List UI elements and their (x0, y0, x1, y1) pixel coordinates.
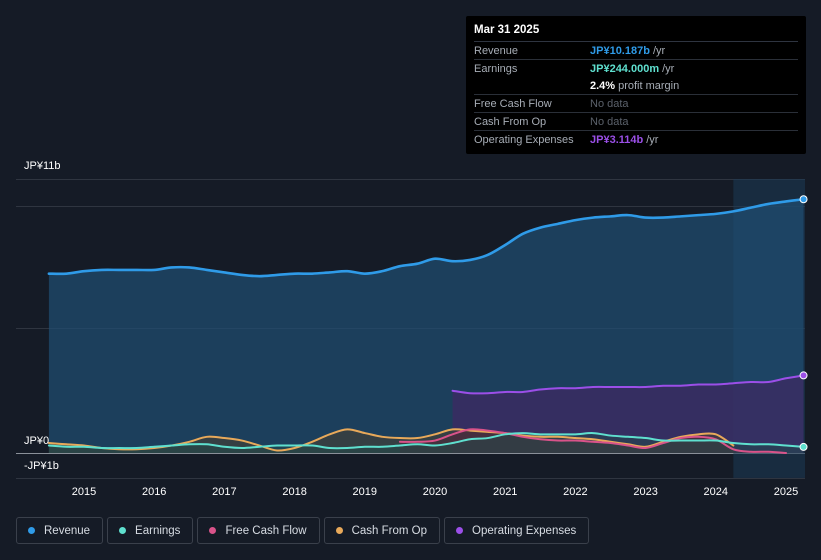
x-tick-label-2016: 2016 (142, 486, 166, 498)
tooltip-earnings-label: Earnings (474, 62, 518, 75)
legend-item-cash-from-op[interactable]: Cash From Op (323, 517, 441, 544)
tooltip-row-earnings: Earnings JP¥244.000m /yr (474, 60, 798, 77)
legend-dot-revenue (28, 527, 35, 534)
tooltip-row-opex: Operating Expenses JP¥3.114b /yr (474, 131, 798, 148)
end-marker-earnings (799, 442, 808, 451)
legend-label-cash-from-op: Cash From Op (351, 524, 428, 537)
legend-label-operating-expenses: Operating Expenses (472, 524, 577, 537)
legend-label-earnings: Earnings (135, 524, 181, 537)
x-tick-label-2019: 2019 (353, 486, 377, 498)
line-earnings (47, 432, 805, 450)
legend-dot-free-cash-flow (209, 527, 217, 534)
tooltip-earnings-value: JP¥244.000m (590, 62, 660, 75)
tooltip-margin-value: 2.4% (590, 79, 616, 92)
x-tick-label-2023: 2023 (633, 486, 657, 498)
x-tick-label-2015: 2015 (72, 486, 96, 498)
tooltip-revenue-value: JP¥10.187b (590, 44, 650, 57)
legend-item-earnings[interactable]: Earnings (107, 517, 194, 544)
end-marker-revenue (799, 195, 808, 204)
legend-label-free-cash-flow: Free Cash Flow (225, 524, 307, 537)
tooltip-revenue-unit: /yr (652, 44, 666, 57)
tooltip-fcf-label: Free Cash Flow (474, 97, 552, 110)
legend-dot-operating-expenses (456, 527, 464, 534)
legend-label-revenue: Revenue (44, 524, 91, 537)
tooltip-date: Mar 31 2025 (474, 16, 798, 42)
series-end-markers (799, 195, 808, 451)
tooltip-row-cfo: Cash From Op No data (474, 113, 798, 131)
x-tick-label-2022: 2022 (563, 486, 587, 498)
tooltip-cfo-label: Cash From Op (474, 115, 547, 128)
legend-item-revenue[interactable]: Revenue (16, 517, 104, 544)
y-tick-label-negative: -JP¥1b (24, 460, 59, 472)
x-tick-label-2025: 2025 (774, 486, 798, 498)
tooltip-row-fcf: Free Cash Flow No data (474, 95, 798, 113)
legend-dot-cash-from-op (335, 527, 343, 534)
tooltip-opex-unit: /yr (646, 133, 659, 146)
x-tick-label-2018: 2018 (282, 486, 306, 498)
tooltip-revenue-label: Revenue (474, 44, 519, 57)
tooltip: Mar 31 2025 Revenue JP¥10.187b /yr Earni… (466, 16, 806, 154)
x-tick-label-2021: 2021 (493, 486, 517, 498)
end-marker-operating-expenses (799, 371, 808, 380)
tooltip-margin-text: profit margin (618, 79, 680, 92)
tooltip-row-revenue: Revenue JP¥10.187b /yr (474, 42, 798, 60)
series-lines (47, 197, 805, 454)
legend-item-operating-expenses[interactable]: Operating Expenses (444, 517, 590, 544)
tooltip-opex-label: Operating Expenses (474, 133, 574, 146)
legend: Revenue Earnings Free Cash Flow Cash Fro… (16, 517, 590, 544)
x-tick-label-2024: 2024 (704, 486, 728, 498)
tooltip-row-margin: 2.4% profit margin (474, 77, 798, 95)
x-axis-ticks: 2015 2016 2017 2018 2019 2020 2021 2022 2023 2024… (72, 486, 798, 498)
tooltip-fcf-value: No data (590, 97, 629, 110)
y-tick-label-top: JP¥11b (24, 160, 61, 172)
series-areas (48, 199, 804, 453)
tooltip-cfo-value: No data (590, 115, 629, 128)
tooltip-opex-value: JP¥3.114b (590, 133, 644, 146)
tooltip-earnings-unit: /yr (662, 62, 675, 75)
x-tick-label-2017: 2017 (212, 486, 236, 498)
line-revenue (47, 197, 805, 278)
x-tick-label-2020: 2020 (423, 486, 447, 498)
legend-item-free-cash-flow[interactable]: Free Cash Flow (197, 517, 320, 544)
y-tick-label-zero: JP¥0 (24, 435, 50, 447)
legend-dot-earnings (119, 527, 127, 534)
